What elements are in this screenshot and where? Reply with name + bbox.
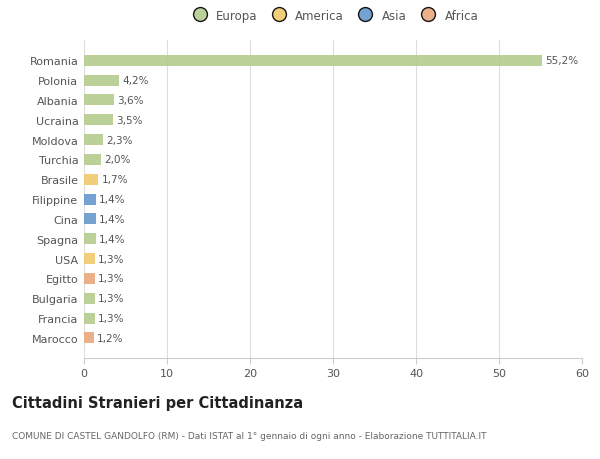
Text: 1,7%: 1,7% <box>101 175 128 185</box>
Text: 1,2%: 1,2% <box>97 333 124 343</box>
Text: 3,6%: 3,6% <box>117 96 144 106</box>
Bar <box>84 194 95 205</box>
Text: Cittadini Stranieri per Cittadinanza: Cittadini Stranieri per Cittadinanza <box>12 395 303 410</box>
Text: 4,2%: 4,2% <box>122 76 149 86</box>
Text: 3,5%: 3,5% <box>116 116 143 125</box>
Bar <box>84 56 542 67</box>
Text: 2,0%: 2,0% <box>104 155 130 165</box>
Text: 55,2%: 55,2% <box>545 56 578 66</box>
Text: 1,4%: 1,4% <box>99 214 125 224</box>
Text: 1,3%: 1,3% <box>98 254 125 264</box>
Text: COMUNE DI CASTEL GANDOLFO (RM) - Dati ISTAT al 1° gennaio di ogni anno - Elabora: COMUNE DI CASTEL GANDOLFO (RM) - Dati IS… <box>12 431 487 441</box>
Bar <box>84 135 103 146</box>
Bar <box>84 234 95 245</box>
Text: 1,4%: 1,4% <box>99 195 125 205</box>
Bar <box>84 253 95 264</box>
Bar <box>84 75 119 86</box>
Text: 1,3%: 1,3% <box>98 294 125 303</box>
Bar <box>84 293 95 304</box>
Bar <box>84 214 95 225</box>
Bar <box>84 313 95 324</box>
Bar <box>84 174 98 185</box>
Text: 1,3%: 1,3% <box>98 313 125 324</box>
Bar <box>84 333 94 344</box>
Bar <box>84 155 101 166</box>
Text: 1,4%: 1,4% <box>99 234 125 244</box>
Bar <box>84 115 113 126</box>
Legend: Europa, America, Asia, Africa: Europa, America, Asia, Africa <box>184 6 482 26</box>
Bar <box>84 95 114 106</box>
Text: 1,3%: 1,3% <box>98 274 125 284</box>
Text: 2,3%: 2,3% <box>106 135 133 146</box>
Bar <box>84 274 95 284</box>
